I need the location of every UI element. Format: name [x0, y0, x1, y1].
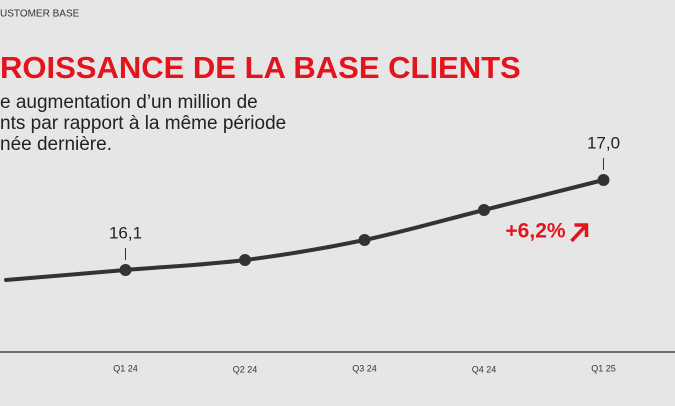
marker	[119, 264, 132, 276]
marker	[597, 174, 610, 186]
marker	[358, 234, 371, 246]
subtitle-line: née dernière.	[0, 134, 112, 155]
value-label: 16,1	[109, 223, 142, 242]
kicker: USTOMER BASE	[0, 9, 80, 20]
chart-title: ROISSANCE DE LA BASE CLIENTS	[0, 50, 521, 85]
annotation: +6,2%	[505, 220, 565, 243]
subtitle-line: nts par rapport à la même période	[0, 113, 286, 134]
marker	[239, 254, 251, 266]
annotation-arrow	[570, 223, 589, 243]
marker	[478, 204, 490, 216]
value-label: 17,0	[587, 133, 620, 152]
x-tick-label: Q1 24	[113, 363, 138, 373]
subtitle-line: e augmentation d’un million de	[0, 92, 258, 113]
x-tick-label: Q4 24	[472, 364, 497, 374]
line	[4, 178, 606, 282]
x-tick-label: Q3 24	[352, 363, 377, 373]
x-tick-label: Q1 25	[591, 363, 616, 373]
x-tick-label: Q2 24	[233, 364, 258, 374]
